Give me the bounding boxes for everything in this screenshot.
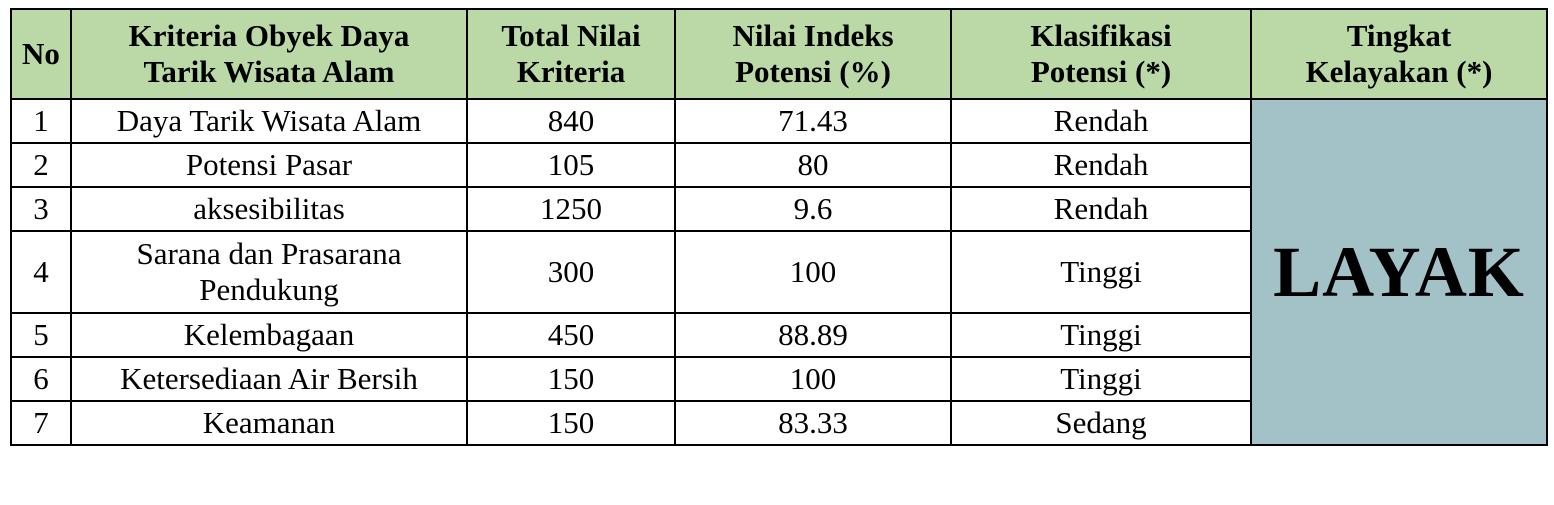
table-row: 7 Keamanan 150 83.33 Sedang bbox=[10, 400, 1547, 446]
cell-criteria: Daya Tarik Wisata Alam bbox=[70, 98, 468, 144]
cell-index: 100 bbox=[674, 230, 952, 314]
tourism-potential-table: No Kriteria Obyek Daya Tarik Wisata Alam… bbox=[10, 8, 1548, 446]
header-no: No bbox=[10, 8, 72, 100]
cell-criteria: aksesibilitas bbox=[70, 186, 468, 232]
cell-classification: Tinggi bbox=[950, 356, 1252, 402]
header-criteria-line-1: Kriteria Obyek Daya bbox=[128, 18, 410, 53]
header-total: Total Nilai Kriteria bbox=[466, 8, 676, 100]
cell-index: 71.43 bbox=[674, 98, 952, 144]
cell-total: 1250 bbox=[466, 186, 676, 232]
cell-criteria: Ketersediaan Air Bersih bbox=[70, 356, 468, 402]
cell-no: 2 bbox=[10, 142, 72, 188]
table-row: 5 Kelembagaan 450 88.89 Tinggi bbox=[10, 312, 1547, 358]
cell-criteria: Sarana dan Prasarana Pendukung bbox=[70, 230, 468, 314]
header-criteria: Kriteria Obyek Daya Tarik Wisata Alam bbox=[70, 8, 468, 100]
header-feasibility-line-2: Kelayakan (*) bbox=[1305, 54, 1493, 89]
header-classification-line-2: Potensi (*) bbox=[1030, 54, 1172, 89]
cell-index: 88.89 bbox=[674, 312, 952, 358]
cell-no: 5 bbox=[10, 312, 72, 358]
cell-feasibility: LAYAK bbox=[1250, 98, 1548, 446]
cell-classification: Sedang bbox=[950, 400, 1252, 446]
cell-classification: Rendah bbox=[950, 186, 1252, 232]
header-index-line-2: Potensi (%) bbox=[735, 54, 891, 89]
cell-total: 105 bbox=[466, 142, 676, 188]
header-classification: Klasifikasi Potensi (*) bbox=[950, 8, 1252, 100]
cell-no: 3 bbox=[10, 186, 72, 232]
cell-index: 9.6 bbox=[674, 186, 952, 232]
cell-no: 6 bbox=[10, 356, 72, 402]
table-row: 6 Ketersediaan Air Bersih 150 100 Tinggi bbox=[10, 356, 1547, 402]
cell-total: 840 bbox=[466, 98, 676, 144]
cell-criteria-line-1: Sarana dan Prasarana bbox=[136, 236, 402, 271]
cell-total: 300 bbox=[466, 230, 676, 314]
cell-criteria: Kelembagaan bbox=[70, 312, 468, 358]
cell-classification: Rendah bbox=[950, 142, 1252, 188]
table-row: 4 Sarana dan Prasarana Pendukung 300 100… bbox=[10, 230, 1547, 314]
cell-classification: Tinggi bbox=[950, 312, 1252, 358]
header-total-line-2: Kriteria bbox=[516, 54, 626, 89]
header-index-line-1: Nilai Indeks bbox=[732, 18, 894, 53]
cell-criteria: Keamanan bbox=[70, 400, 468, 446]
cell-no: 1 bbox=[10, 98, 72, 144]
cell-classification: Tinggi bbox=[950, 230, 1252, 314]
table-row: 1 Daya Tarik Wisata Alam 840 71.43 Renda… bbox=[10, 98, 1548, 446]
cell-index: 83.33 bbox=[674, 400, 952, 446]
header-criteria-line-2: Tarik Wisata Alam bbox=[143, 54, 395, 89]
header-classification-line-1: Klasifikasi bbox=[1030, 18, 1172, 53]
table-container: No Kriteria Obyek Daya Tarik Wisata Alam… bbox=[10, 8, 1548, 446]
header-feasibility-line-1: Tingkat bbox=[1346, 18, 1452, 53]
cell-no: 7 bbox=[10, 400, 72, 446]
cell-criteria-line-2: Pendukung bbox=[199, 272, 339, 307]
cell-total: 150 bbox=[466, 356, 676, 402]
cell-total: 150 bbox=[466, 400, 676, 446]
cell-criteria: Potensi Pasar bbox=[70, 142, 468, 188]
table-row: 2 Potensi Pasar 105 80 Rendah bbox=[10, 142, 1547, 188]
header-feasibility: Tingkat Kelayakan (*) bbox=[1250, 8, 1548, 100]
header-total-line-1: Total Nilai bbox=[501, 18, 641, 53]
cell-classification: Rendah bbox=[950, 98, 1252, 144]
cell-total: 450 bbox=[466, 312, 676, 358]
header-index: Nilai Indeks Potensi (%) bbox=[674, 8, 952, 100]
cell-index: 100 bbox=[674, 356, 952, 402]
header-row: No Kriteria Obyek Daya Tarik Wisata Alam… bbox=[10, 8, 1548, 100]
cell-no: 4 bbox=[10, 230, 72, 314]
table-row: 3 aksesibilitas 1250 9.6 Rendah bbox=[10, 186, 1547, 232]
cell-index: 80 bbox=[674, 142, 952, 188]
